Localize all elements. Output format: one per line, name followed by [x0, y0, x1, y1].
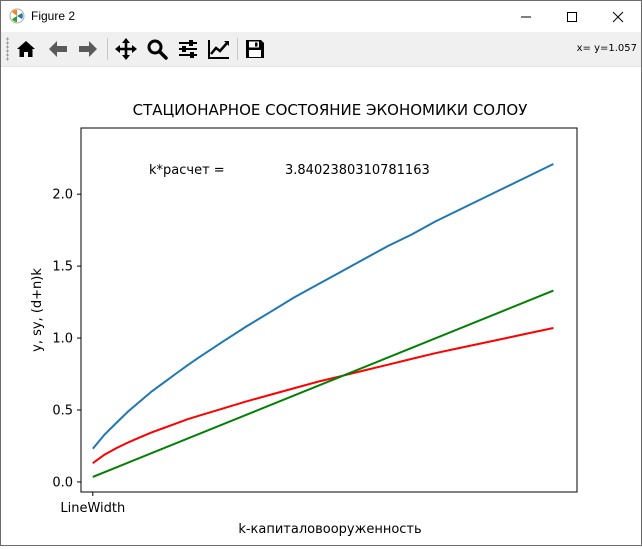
line-chart-icon	[208, 40, 229, 59]
minimize-button[interactable]	[503, 1, 549, 32]
minimize-icon	[521, 16, 531, 17]
series-layer	[92, 163, 554, 478]
matplotlib-logo-icon	[9, 8, 25, 24]
x-axis-label: k-капиталовооруженность	[238, 522, 421, 537]
series-line-1	[92, 163, 554, 450]
y-axis-label: y, sy, (d+n)k	[30, 268, 45, 352]
close-button[interactable]	[595, 1, 641, 32]
forward-button[interactable]	[75, 36, 101, 62]
arrow-right-icon	[79, 41, 97, 57]
y-tick-label: 2.0	[52, 188, 73, 203]
x-tick-label: LineWidth	[60, 501, 125, 516]
subplots-button[interactable]	[175, 36, 201, 62]
home-icon	[17, 41, 35, 57]
maximize-button[interactable]	[549, 1, 595, 32]
navigation-toolbar: x= y=1.057	[1, 32, 641, 67]
y-tick-label: 0.5	[52, 403, 73, 418]
series-line-2	[92, 327, 554, 465]
y-tick-label: 1.5	[52, 260, 73, 275]
figure-canvas[interactable]: СТАЦИОНАРНОЕ СОСТОЯНИЕ ЭКОНОМИКИ СОЛОУ 0…	[1, 67, 641, 545]
sliders-icon	[179, 40, 197, 58]
magnifier-icon	[147, 39, 168, 60]
arrow-left-icon	[49, 41, 67, 57]
toolbar-separator	[107, 38, 108, 60]
window-title: Figure 2	[31, 9, 76, 23]
home-button[interactable]	[13, 36, 39, 62]
zoom-button[interactable]	[144, 36, 170, 62]
move-icon	[115, 38, 137, 60]
close-icon	[612, 11, 624, 22]
toolbar-separator	[237, 38, 238, 60]
y-tick-label: 1.0	[52, 332, 73, 347]
toolbar-grip[interactable]	[6, 37, 9, 61]
maximize-icon	[567, 11, 577, 22]
series-line-3	[92, 289, 554, 478]
save-button[interactable]	[242, 36, 268, 62]
cursor-coordinates: x= y=1.057	[576, 43, 637, 54]
title-bar: Figure 2	[1, 1, 641, 32]
chart-title: СТАЦИОНАРНОЕ СОСТОЯНИЕ ЭКОНОМИКИ СОЛОУ	[133, 101, 528, 119]
x-axis: LineWidth	[60, 492, 125, 516]
plot-svg[interactable]: СТАЦИОНАРНОЕ СОСТОЯНИЕ ЭКОНОМИКИ СОЛОУ 0…	[1, 67, 641, 545]
back-button[interactable]	[45, 36, 71, 62]
y-tick-label: 0.0	[52, 475, 73, 490]
pan-button[interactable]	[113, 36, 139, 62]
axes-frame	[80, 127, 578, 493]
y-axis: 0.0 0.5 1.0 1.5 2.0	[52, 188, 81, 490]
plot-area[interactable]	[81, 128, 577, 492]
annotation-value: 3.8402380310781163	[285, 163, 430, 178]
edit-axes-button[interactable]	[206, 36, 232, 62]
floppy-disk-icon	[246, 40, 264, 58]
annotation-label: k*расчет =	[149, 163, 225, 178]
